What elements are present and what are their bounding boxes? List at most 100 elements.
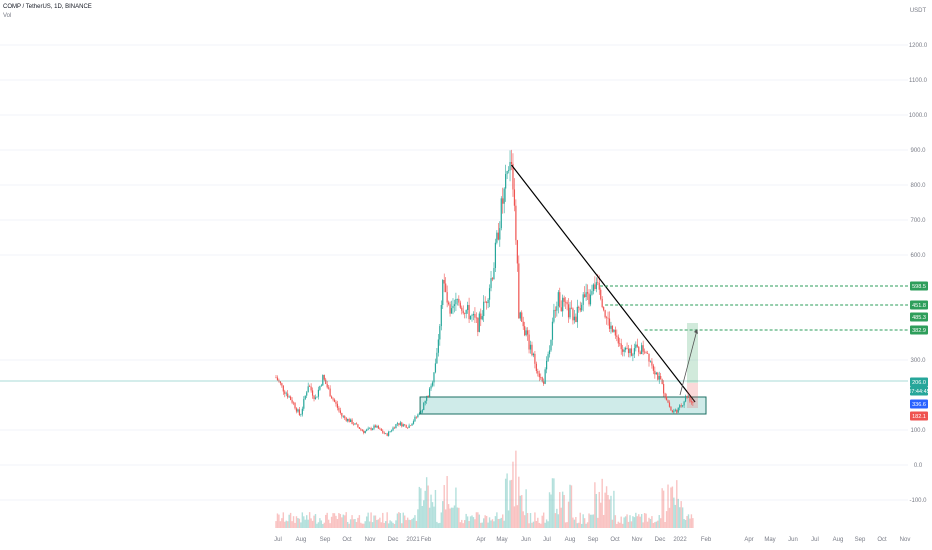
- volume-bar: [409, 520, 412, 528]
- support-zone-layer: [419, 396, 707, 415]
- volume-bar: [692, 518, 694, 528]
- volume-bar: [583, 518, 586, 528]
- drawing-annotations[interactable]: [0, 164, 908, 408]
- candle-body: [484, 301, 486, 303]
- candle-body: [347, 419, 349, 421]
- trendline[interactable]: [511, 164, 696, 403]
- candle-body: [591, 291, 593, 295]
- volume-bar: [468, 521, 470, 528]
- volume-bar: [504, 478, 507, 528]
- candle-body: [686, 396, 688, 398]
- price-tick-label: 0.0: [914, 463, 923, 469]
- candle-body: [614, 329, 616, 336]
- candle-body: [654, 370, 656, 375]
- candle-body: [547, 354, 549, 361]
- candle-body: [453, 304, 456, 306]
- volume-bar: [423, 500, 425, 528]
- volume-bar: [493, 521, 495, 528]
- candle-body: [330, 396, 333, 399]
- volume-bar: [276, 513, 279, 528]
- volume-bar: [661, 488, 663, 528]
- support-zone[interactable]: [419, 396, 707, 415]
- price-axis[interactable]: USDT 1200.0 1100.0 1000.0 900.0 800.0 700.0 600…: [909, 8, 928, 504]
- time-axis[interactable]: Jul Aug Sep Oct Nov Dec 2021 Feb Apr May Jun Jul Aug…: [274, 537, 910, 543]
- candle-body: [455, 299, 457, 305]
- candle-body: [436, 352, 438, 364]
- price-tag-label: 206.0: [912, 380, 926, 386]
- volume-bar: [550, 494, 552, 528]
- price-tag: [910, 399, 928, 409]
- volume-bar: [314, 514, 317, 528]
- candle-body: [332, 398, 334, 400]
- volume-bar: [279, 521, 282, 528]
- candle-body: [290, 396, 292, 400]
- volume-bar: [534, 512, 536, 528]
- volume-bar: [582, 514, 584, 528]
- candle-body: [328, 387, 330, 389]
- candle-body: [306, 392, 308, 396]
- volume-bar: [355, 522, 358, 528]
- position-target-zone[interactable]: [687, 323, 698, 383]
- volume-bar: [472, 517, 475, 528]
- candle-body: [506, 171, 508, 175]
- volume-bar: [538, 522, 540, 528]
- volume-bar: [330, 516, 333, 528]
- candle-body: [404, 424, 406, 425]
- volume-indicator-label[interactable]: Vol: [3, 13, 12, 19]
- volume-bar: [289, 512, 292, 528]
- candle-body: [319, 385, 321, 390]
- time-tick-label: Sep: [855, 537, 866, 543]
- position-stop-zone[interactable]: [687, 383, 698, 408]
- candle-body: [380, 428, 382, 431]
- candle-body: [642, 345, 644, 352]
- candle-body: [605, 317, 608, 318]
- candle-body: [594, 284, 596, 290]
- candle-body: [311, 390, 314, 396]
- time-tick-label: Dec: [655, 537, 666, 543]
- candle-body: [355, 423, 358, 425]
- volume-bar: [474, 519, 476, 528]
- candle-body: [439, 326, 441, 340]
- candle-body: [361, 429, 363, 431]
- volume-bar: [627, 521, 630, 528]
- candle-body: [437, 339, 439, 353]
- candle-body: [398, 423, 400, 425]
- volume-bar: [488, 517, 491, 528]
- volume-bar: [690, 514, 693, 528]
- volume-bar: [430, 494, 432, 528]
- volume-bar: [576, 523, 579, 528]
- candle-body: [428, 388, 431, 397]
- volume-bar: [418, 486, 421, 528]
- projection-arrow: [679, 329, 698, 396]
- candle-body: [357, 424, 359, 428]
- candle-body: [440, 304, 442, 327]
- candle-body: [503, 188, 505, 204]
- volume-bar: [477, 512, 479, 528]
- volume-bar: [522, 511, 524, 528]
- candle-body: [617, 336, 619, 344]
- volume-bar: [500, 517, 502, 528]
- volume-bar: [507, 510, 510, 528]
- candle-body: [644, 351, 646, 353]
- volume-bar: [540, 523, 542, 528]
- candle-body: [660, 376, 662, 380]
- volume-bar: [567, 501, 570, 528]
- price-tag: [910, 325, 928, 335]
- candle-body: [431, 382, 434, 386]
- volume-bar: [370, 512, 372, 528]
- candle-body: [573, 316, 575, 321]
- volume-bar: [484, 515, 486, 528]
- volume-bar: [336, 519, 339, 528]
- price-tick-label: 900.0: [910, 148, 926, 154]
- volume-bar: [361, 523, 364, 528]
- volume-bar: [491, 519, 494, 528]
- volume-bar: [406, 517, 409, 528]
- candle-body: [348, 419, 350, 422]
- volume-bar: [278, 514, 280, 528]
- candle-body: [371, 428, 374, 430]
- candle-body: [616, 335, 618, 337]
- candle-body: [412, 421, 415, 424]
- time-tick-label: Sep: [588, 537, 599, 543]
- candle-body: [502, 198, 504, 204]
